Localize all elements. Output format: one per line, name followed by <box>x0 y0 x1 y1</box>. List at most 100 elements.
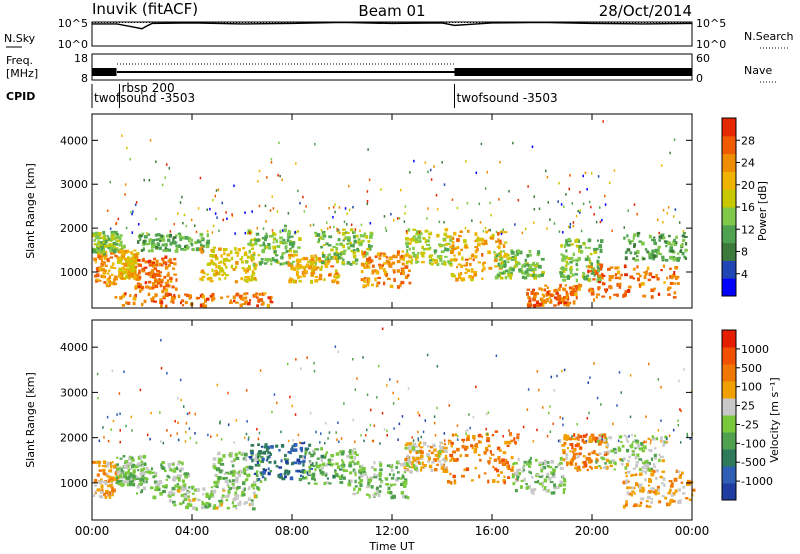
data-cell <box>653 465 657 468</box>
data-cell <box>430 258 435 262</box>
data-cell <box>400 280 405 285</box>
data-cell <box>289 476 294 481</box>
data-cell <box>516 477 519 481</box>
data-cell <box>639 472 642 476</box>
data-cell <box>142 454 147 459</box>
data-cell <box>270 300 274 304</box>
data-cell <box>155 482 159 487</box>
data-cell <box>595 436 599 440</box>
speckle-cell <box>486 432 489 436</box>
data-cell <box>224 479 229 483</box>
data-cell <box>369 232 374 236</box>
speckle-cell <box>339 231 341 235</box>
data-cell <box>267 445 270 449</box>
data-cell <box>122 273 125 276</box>
speckle-cell <box>244 211 246 214</box>
data-cell <box>131 262 135 265</box>
speckle-cell <box>424 419 427 422</box>
data-cell <box>650 472 655 477</box>
data-cell <box>362 262 365 267</box>
data-cell <box>424 240 427 244</box>
data-cell <box>135 277 139 281</box>
data-cell <box>628 492 632 496</box>
data-cell <box>496 446 501 451</box>
speckle-cell <box>155 160 157 164</box>
xtick-label: 12:00 <box>375 524 410 538</box>
speckle-cell <box>430 178 433 181</box>
data-cell <box>498 242 503 245</box>
data-cell <box>296 230 300 233</box>
data-cell <box>574 444 579 448</box>
data-cell <box>253 472 257 475</box>
speckle-cell <box>487 229 490 232</box>
colorbar-swatch <box>722 224 736 244</box>
speckle-cell <box>162 441 165 445</box>
data-cell <box>147 233 151 236</box>
data-cell <box>511 465 515 469</box>
data-cell <box>292 279 296 284</box>
data-cell <box>138 289 142 293</box>
data-cell <box>620 273 623 277</box>
data-cell <box>533 264 538 267</box>
data-cell <box>626 486 630 490</box>
data-cell <box>589 459 593 464</box>
data-cell <box>672 500 676 503</box>
speckle-cell <box>287 212 290 215</box>
data-cell <box>108 269 111 272</box>
speckle-cell <box>562 423 564 427</box>
speckle-cell <box>604 203 607 206</box>
data-cell <box>460 264 464 268</box>
speckle-cell <box>601 218 603 222</box>
data-cell <box>357 487 362 492</box>
colorbar-tick-label: -25 <box>741 418 759 431</box>
data-cell <box>546 472 550 477</box>
data-cell <box>599 239 604 244</box>
speckle-cell <box>190 218 193 222</box>
data-cell <box>360 269 364 274</box>
cpid-name: twofsound -3503 <box>457 91 558 105</box>
data-cell <box>293 461 298 465</box>
data-cell <box>684 248 688 252</box>
data-cell <box>342 228 346 231</box>
data-cell <box>169 261 174 265</box>
colorbar-tick-label: 100 <box>741 381 762 394</box>
data-cell <box>194 241 198 245</box>
speckle-cell <box>299 201 301 205</box>
data-cell <box>549 293 553 298</box>
data-cell <box>157 483 161 487</box>
data-cell <box>152 238 156 241</box>
data-cell <box>645 500 649 503</box>
speckle-cell <box>672 428 675 432</box>
data-cell <box>517 261 520 265</box>
data-cell <box>241 451 245 455</box>
data-cell <box>405 237 409 241</box>
data-cell <box>647 437 651 440</box>
data-cell <box>632 440 635 443</box>
data-cell <box>105 283 109 286</box>
data-cell <box>572 252 575 257</box>
data-cell <box>526 273 530 277</box>
data-cell <box>321 237 325 240</box>
time-xlabel: Time UT <box>368 540 414 553</box>
speckle-cell <box>680 409 682 413</box>
data-cell <box>504 275 508 280</box>
data-cell <box>352 230 356 234</box>
data-cell <box>346 454 350 459</box>
data-cell <box>232 469 236 474</box>
data-cell <box>110 265 114 269</box>
data-cell <box>664 435 668 439</box>
data-cell <box>324 463 328 467</box>
data-cell <box>144 242 149 246</box>
data-cell <box>335 462 339 466</box>
data-cell <box>586 468 590 472</box>
data-cell <box>132 472 136 475</box>
data-cell <box>358 476 361 480</box>
data-cell <box>103 251 106 256</box>
data-cell <box>535 304 540 307</box>
data-cell <box>248 473 251 478</box>
data-cell <box>450 441 454 445</box>
data-cell <box>651 249 654 254</box>
data-cell <box>104 264 108 268</box>
data-cell <box>387 486 391 491</box>
data-cell <box>110 230 115 234</box>
